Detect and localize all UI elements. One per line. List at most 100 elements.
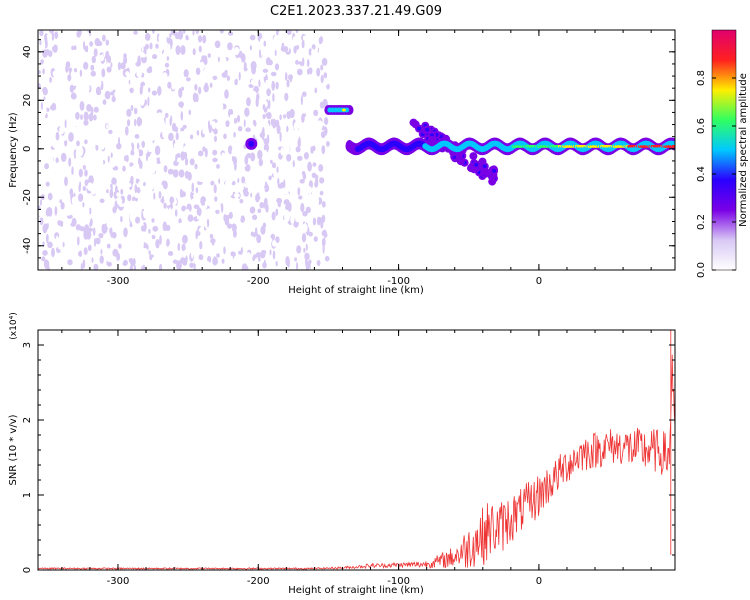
- heatmap-cell: [75, 224, 81, 231]
- heatmap-cell: [89, 221, 92, 227]
- snr-x-axis: -300 -200 -100 0: [61, 330, 652, 587]
- heatmap-cell: [192, 92, 198, 103]
- heatmap-cell: [82, 165, 86, 170]
- heatmap-cell: [60, 202, 65, 210]
- heatmap-cell: [319, 101, 325, 109]
- heatmap-cell: [130, 105, 134, 111]
- heatmap-cell: [233, 132, 236, 138]
- heatmap-cell: [268, 175, 272, 181]
- heatmap-cell: [321, 57, 328, 66]
- heatmap-cell: [155, 43, 159, 49]
- heatmap-cell: [136, 188, 141, 194]
- heatmap-cell: [280, 205, 286, 210]
- heatmap-cell: [42, 250, 48, 256]
- heatmap-cell: [131, 200, 138, 209]
- heatmap-cell: [324, 80, 328, 86]
- heatmap-cell: [162, 72, 168, 80]
- heatmap-cell: [52, 124, 59, 132]
- heatmap-cell: [151, 234, 156, 240]
- heatmap-cell: [42, 86, 48, 94]
- heatmap-cell: [250, 231, 255, 237]
- heatmap-cell: [301, 133, 306, 142]
- heatmap-cell: [94, 136, 101, 146]
- heatmap-cell: [106, 243, 111, 249]
- spectrogram-x-axis-label: Height of straight line (km): [288, 285, 424, 296]
- heatmap-cell: [160, 62, 167, 69]
- heatmap-cell: [133, 223, 138, 234]
- heatmap-cell: [114, 90, 120, 98]
- heatmap-cell: [237, 131, 244, 139]
- heatmap-cell: [93, 48, 98, 57]
- heatmap-cell: [301, 40, 305, 49]
- heatmap-cell: [260, 38, 263, 45]
- heatmap-cell: [164, 175, 169, 182]
- heatmap-cell: [249, 45, 252, 51]
- heatmap-cell: [308, 231, 313, 237]
- heatmap-cell: [184, 157, 189, 166]
- heatmap-cell: [130, 165, 137, 175]
- heatmap-cell: [56, 235, 59, 242]
- heatmap-cell: [55, 157, 59, 163]
- heatmap-cell: [187, 93, 192, 100]
- heatmap-cell: [77, 236, 80, 246]
- heatmap-cell: [163, 180, 168, 190]
- heatmap-cell: [142, 264, 146, 270]
- heatmap-cell: [123, 56, 128, 64]
- heatmap-cell: [78, 30, 82, 37]
- heatmap-cell: [405, 238, 409, 242]
- heatmap-cell: [118, 243, 122, 249]
- heatmap-cell: [39, 264, 45, 270]
- snr-panel: -300 -200 -100 0 0 1 2 3 Height of straight li…: [8, 312, 676, 596]
- heatmap-cell: [47, 68, 51, 77]
- heatmap-cell: [197, 35, 203, 43]
- heatmap-cell: [317, 216, 321, 226]
- heatmap-cell: [263, 138, 268, 145]
- heatmap-cell: [82, 259, 86, 269]
- heatmap-cell: [220, 203, 224, 213]
- heatmap-cell: [272, 200, 278, 206]
- heatmap-cell: [181, 243, 186, 252]
- heatmap-cell: [344, 92, 347, 97]
- heatmap-cell: [439, 70, 442, 74]
- heatmap-cell: [365, 199, 369, 204]
- heatmap-cell: [199, 123, 204, 130]
- heatmap-cell: [271, 211, 276, 221]
- heatmap-cell: [231, 223, 237, 232]
- heatmap-cell: [285, 252, 290, 258]
- heatmap-cell: [177, 62, 184, 72]
- heatmap-cell: [351, 97, 354, 102]
- heatmap-cell: [203, 50, 206, 56]
- heatmap-cell: [323, 117, 329, 126]
- heatmap-cell: [105, 50, 110, 60]
- heatmap-cell: [246, 30, 252, 36]
- heatmap-cell: [110, 158, 116, 168]
- heatmap-cell: [93, 263, 99, 270]
- heatmap-cell: [91, 138, 97, 144]
- snr-y-axis-label: SNR (10 * v/v): [8, 414, 19, 485]
- heatmap-cell: [230, 251, 235, 257]
- heatmap-cell: [176, 153, 181, 158]
- heatmap-cell: [200, 171, 205, 180]
- heatmap-cell: [159, 235, 162, 245]
- heatmap-cell: [314, 195, 320, 206]
- heatmap-cell: [103, 198, 110, 203]
- heatmap-cell: [141, 225, 145, 232]
- heatmap-cell: [266, 123, 270, 131]
- heatmap-cell: [189, 262, 194, 268]
- heatmap-cell: [444, 45, 447, 50]
- heatmap-cell: [173, 75, 176, 82]
- heatmap-cell: [95, 186, 100, 195]
- heatmap-cell: [280, 182, 285, 188]
- heatmap-cell: [183, 145, 188, 150]
- heatmap-cell: [266, 88, 271, 97]
- heatmap-cell: [178, 169, 185, 178]
- heatmap-cell: [486, 232, 489, 237]
- heatmap-cell: [260, 251, 266, 259]
- heatmap-cell: [318, 164, 324, 172]
- heatmap-cell: [276, 166, 279, 173]
- heatmap-cell: [195, 30, 199, 35]
- heatmap-cell: [262, 68, 269, 73]
- heatmap-cell: [270, 152, 276, 158]
- heatmap-cell: [51, 35, 55, 41]
- heatmap-cell: [101, 223, 106, 234]
